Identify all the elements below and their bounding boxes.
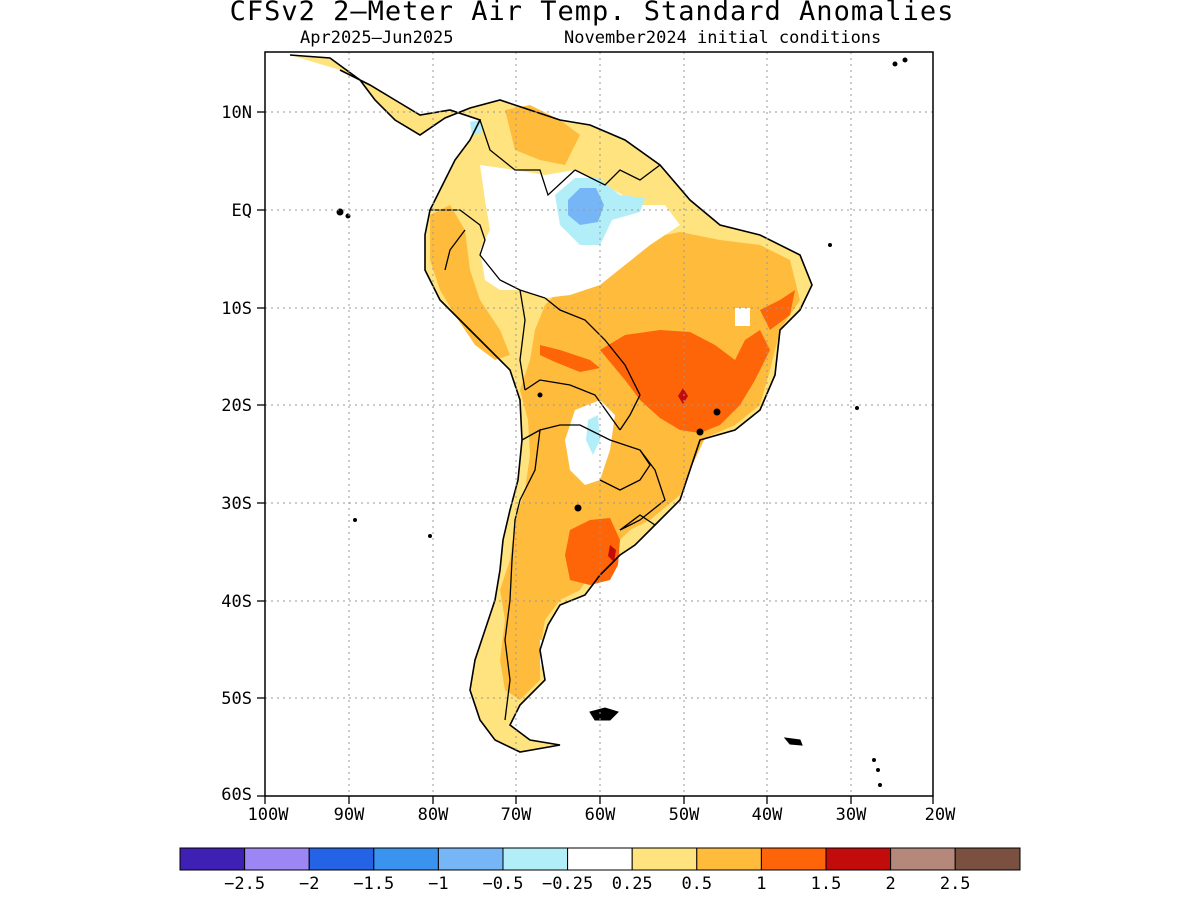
- anomaly-1-1.5-east-coast: [760, 290, 795, 330]
- map-frame: [264, 51, 934, 797]
- coastline: [289, 54, 813, 753]
- colorbar-swatch: [244, 847, 310, 871]
- lon-label: 40W: [752, 805, 783, 825]
- map-area: [265, 52, 933, 796]
- near-normal-block: [735, 308, 750, 326]
- anomaly-1.5-2-spot-2: [608, 545, 616, 562]
- lon-label: 60W: [585, 805, 616, 825]
- lon-label: 70W: [501, 805, 532, 825]
- colorbar-swatch: [373, 847, 439, 871]
- colorbar-swatch: [437, 847, 504, 871]
- lat-label: 30S: [221, 494, 252, 514]
- tick-marks: [257, 111, 934, 804]
- colorbar-swatch: [179, 847, 246, 871]
- anomaly-1.5-2-spot-1: [678, 388, 688, 404]
- anomaly-1-1.5-bolivia: [540, 345, 600, 372]
- colorbar-label: −2: [299, 874, 319, 894]
- anomaly-neg-1-neg-0.5-amazon: [568, 188, 604, 225]
- lon-label: 80W: [418, 805, 449, 825]
- near-normal-south: [540, 640, 555, 670]
- islands: [336, 57, 908, 787]
- longitude-labels: 100W 90W 80W 70W 60W 50W 40W 30W 20W: [248, 805, 957, 825]
- colorbar-swatch: [308, 847, 375, 871]
- forecast-period: Apr2025–Jun2025: [300, 28, 454, 48]
- lon-label: 90W: [334, 805, 365, 825]
- colorbar-label: 1: [756, 874, 766, 894]
- colorbar-swatch: [567, 847, 633, 871]
- colorbar-label: 0.5: [681, 874, 712, 894]
- colorbar-label: −0.5: [483, 874, 524, 894]
- lat-label: 50S: [221, 689, 252, 709]
- colorbar-swatch: [954, 847, 1021, 871]
- lat-label: 20S: [221, 396, 252, 416]
- lat-label: 40S: [221, 592, 252, 612]
- lat-label: 10N: [221, 103, 252, 123]
- colorbar-swatch: [631, 847, 698, 871]
- anomaly-0.5-1-west: [430, 205, 510, 360]
- lat-label: 60S: [221, 785, 252, 805]
- colorbar-label: 1.5: [811, 874, 842, 894]
- grid-lines: [265, 52, 933, 796]
- lon-label: 20W: [925, 805, 956, 825]
- colorbar: [179, 847, 1021, 871]
- lon-label: 30W: [836, 805, 867, 825]
- anomaly-1-1.5-brazil: [600, 330, 770, 433]
- colorbar-label: −1: [428, 874, 448, 894]
- colorbar-label: 2.5: [940, 874, 971, 894]
- colorbar-swatch: [890, 847, 956, 871]
- colorbar-labels: −2.5 −2 −1.5 −1 −0.5 −0.25 0.25 0.5 1 1.…: [224, 874, 970, 894]
- anomaly-neg-0.5-neg-0.25-paraguay: [586, 415, 600, 455]
- chart-title: CFSv2 2–Meter Air Temp. Standard Anomali…: [229, 0, 955, 27]
- lon-label: 50W: [669, 805, 700, 825]
- colorbar-label: −0.25: [542, 874, 593, 894]
- lat-label: 10S: [221, 299, 252, 319]
- colorbar-label: −2.5: [224, 874, 265, 894]
- country-borders: [430, 119, 666, 721]
- colorbar-swatch: [825, 847, 892, 871]
- anomaly-0.5-1-north: [505, 105, 580, 165]
- colorbar-label: 2: [885, 874, 895, 894]
- latitude-labels: 10N EQ 10S 20S 30S 40S 50S 60S: [221, 103, 252, 805]
- colorbar-swatch: [760, 847, 827, 871]
- colorbar-swatch: [696, 847, 762, 871]
- lat-label: EQ: [232, 201, 252, 221]
- colorbar-label: 0.25: [612, 874, 653, 894]
- initial-conditions: November2024 initial conditions: [564, 28, 882, 48]
- colorbar-swatch: [502, 847, 569, 871]
- lon-label: 100W: [248, 805, 290, 825]
- colorbar-label: −1.5: [353, 874, 394, 894]
